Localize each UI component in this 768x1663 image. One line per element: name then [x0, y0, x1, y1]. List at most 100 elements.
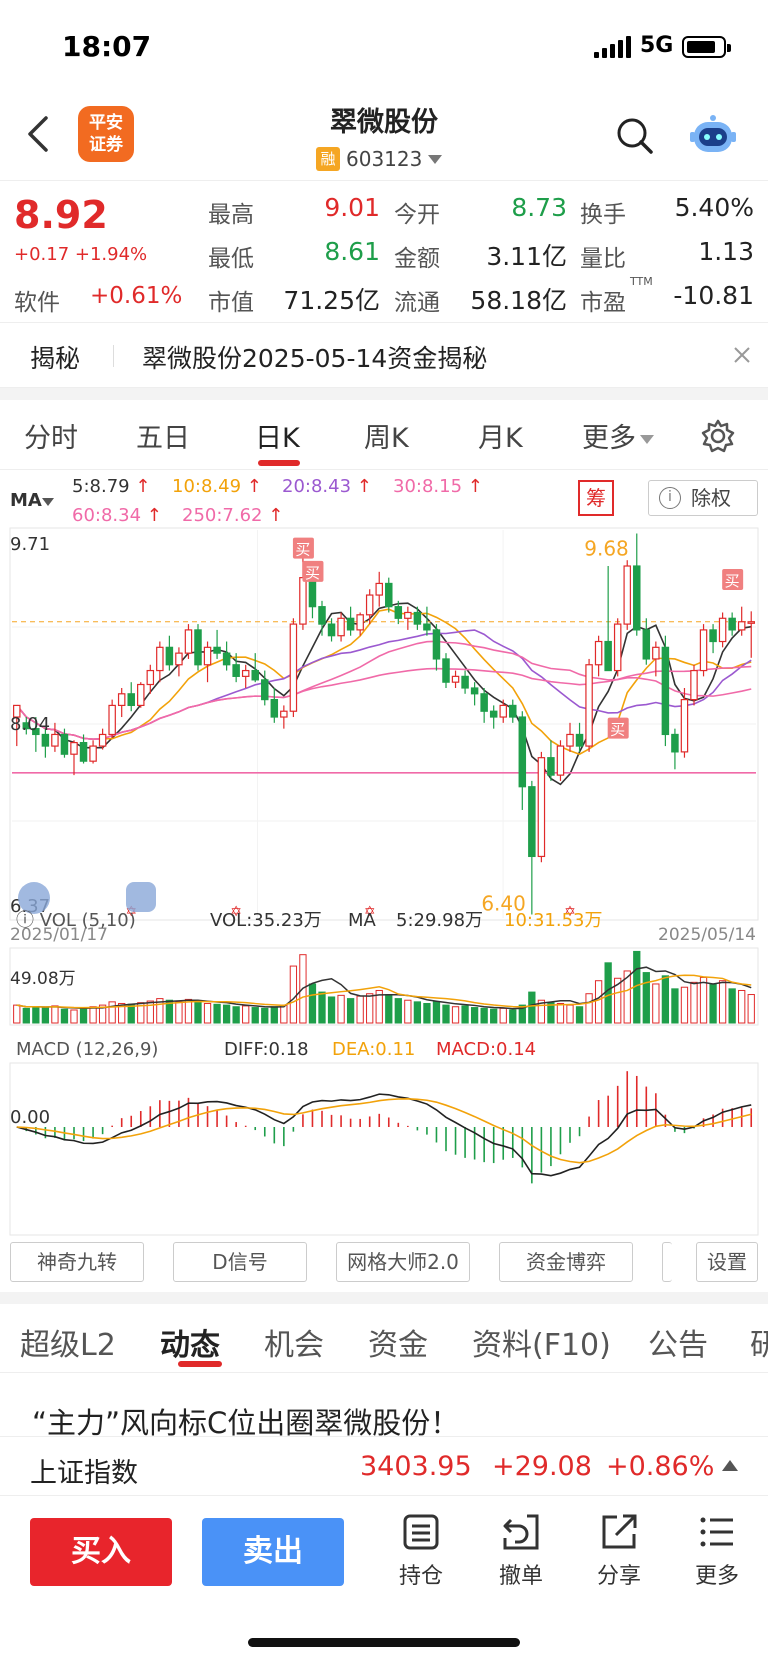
signal-star-icon: ✡ — [364, 904, 376, 920]
zoom-in-icon[interactable] — [18, 882, 50, 914]
tab-f10[interactable]: 资料(F10) — [472, 1328, 611, 1363]
volume-ratio-label: 量比 — [580, 246, 626, 272]
volume-indicator-label[interactable]: ⓘ VOL (5,10) — [16, 910, 136, 931]
pe-ttm-sup: TTM — [630, 275, 653, 288]
price-axis-mid: 8.04 — [10, 714, 50, 735]
more-button[interactable]: 更多 — [682, 1512, 752, 1590]
volume-ma10-line — [16, 974, 752, 1009]
close-icon[interactable] — [732, 345, 752, 365]
candle-body — [184, 629, 193, 654]
indicator-settings-button[interactable]: 设置 — [696, 1242, 758, 1282]
sell-button[interactable]: 卖出 — [202, 1518, 344, 1586]
gear-icon[interactable] — [700, 418, 736, 454]
news-headline[interactable]: “主力”风向标C位出圈翠微股份！ — [32, 1406, 460, 1440]
candle-body — [89, 745, 97, 762]
volume-bar — [232, 1006, 240, 1024]
sector-label[interactable]: 软件 — [14, 290, 60, 316]
tab-five-day[interactable]: 五日 — [136, 423, 190, 454]
share-button[interactable]: 分享 — [584, 1512, 654, 1590]
indicator-button-partial[interactable] — [662, 1242, 672, 1282]
ma-label[interactable]: MA — [10, 490, 42, 511]
ex-rights-button[interactable]: i 除权 — [648, 480, 758, 516]
chevron-down-icon[interactable] — [42, 498, 54, 506]
tab-funds[interactable]: 资金 — [368, 1328, 428, 1363]
volume-bar — [680, 986, 689, 1024]
stock-code-selector[interactable]: 融 603123 — [316, 146, 443, 172]
candle-body — [308, 577, 317, 608]
position-button[interactable]: 持仓 — [386, 1512, 456, 1590]
indicator-button-nine-turn[interactable]: 神奇九转 — [10, 1242, 144, 1282]
buy-signal-marker — [302, 560, 324, 582]
candle-body — [680, 699, 689, 753]
tab-daily-k[interactable]: 日K — [255, 423, 300, 454]
candle-body — [165, 646, 174, 666]
volume-bar — [289, 965, 298, 1024]
cancel-order-button[interactable]: 撤单 — [486, 1512, 556, 1590]
volume-bar — [709, 983, 717, 1024]
candle-body — [480, 693, 488, 712]
chip-distribution-button[interactable]: 筹 — [578, 480, 614, 516]
volume-bar — [394, 998, 402, 1024]
volume-bar — [108, 1001, 116, 1024]
indicator-button-d-signal[interactable]: D信号 — [173, 1242, 307, 1282]
candle-body — [528, 786, 536, 858]
candle-body — [194, 629, 202, 666]
candle-body — [261, 679, 269, 701]
candle-body — [327, 623, 336, 637]
ma10-line — [16, 608, 752, 756]
candle-body — [108, 704, 116, 736]
candle-body — [394, 606, 403, 619]
tab-announcements[interactable]: 公告 — [648, 1328, 708, 1363]
tab-research[interactable]: 研 — [750, 1328, 768, 1363]
search-icon[interactable] — [615, 116, 655, 156]
sector-change: +0.61% — [90, 283, 183, 309]
candle-body — [222, 652, 231, 666]
tab-more[interactable]: 更多 — [582, 416, 654, 455]
index-ticker[interactable]: 上证指数 3403.95 +29.08 +0.86% — [0, 1436, 768, 1496]
broker-logo[interactable]: 平安 证券 — [78, 106, 134, 162]
indicator-button-fund-game[interactable]: 资金博弈 — [499, 1242, 633, 1282]
volume-bar — [404, 999, 412, 1024]
volume-bar — [146, 1000, 154, 1024]
volume-bar — [537, 999, 546, 1024]
buy-signal-label: 买 — [610, 721, 625, 739]
home-indicator — [248, 1638, 520, 1647]
indicator-button-grid-master[interactable]: 网格大师2.0 — [336, 1242, 470, 1282]
candle-body — [365, 594, 374, 616]
period-tabs: 分时 五日 日K 周K 月K 更多 — [0, 400, 768, 470]
volume-bar — [642, 972, 650, 1024]
volume-value: VOL:35.23万 — [210, 910, 322, 931]
volume-bar — [509, 1009, 517, 1024]
volume-bar — [356, 995, 364, 1024]
tab-opportunity[interactable]: 机会 — [264, 1328, 324, 1363]
fund-reveal-banner[interactable]: 揭秘 翠微股份2025-05-14资金揭秘 — [0, 322, 768, 388]
kline-chart[interactable]: 9.718.046.372025/01/172025/05/149.686.40… — [0, 525, 768, 1240]
index-name: 上证指数 — [30, 1458, 138, 1489]
ma250-value: 250:7.62 ↑ — [182, 505, 284, 526]
assistant-robot-icon[interactable] — [688, 112, 738, 158]
expand-up-icon[interactable] — [722, 1460, 738, 1471]
volume-ma10: 10:31.53万 — [504, 910, 603, 931]
candle-body — [671, 733, 679, 753]
tab-monthly-k[interactable]: 月K — [478, 423, 523, 454]
candle-body — [203, 646, 212, 666]
tab-intraday[interactable]: 分时 — [24, 423, 78, 454]
tab-news[interactable]: 动态 — [160, 1328, 220, 1363]
candle-body — [270, 699, 279, 718]
back-icon[interactable] — [24, 112, 52, 156]
price-axis-max: 9.71 — [10, 534, 50, 555]
tab-super-l2[interactable]: 超级L2 — [20, 1328, 116, 1363]
candle-body — [613, 623, 622, 672]
candle-body — [98, 733, 107, 747]
candle-body — [213, 646, 221, 654]
candle-body — [547, 757, 555, 776]
macd-indicator-label[interactable]: MACD (12,26,9) — [16, 1039, 158, 1060]
macd-pane-frame — [9, 1062, 759, 1236]
volume-bar — [32, 1006, 40, 1024]
volume-bar — [375, 989, 383, 1024]
zoom-out-icon[interactable] — [126, 882, 156, 912]
candle-body — [623, 565, 631, 625]
volume-bar — [242, 1005, 250, 1024]
tab-weekly-k[interactable]: 周K — [364, 423, 409, 454]
buy-button[interactable]: 买入 — [30, 1518, 172, 1586]
